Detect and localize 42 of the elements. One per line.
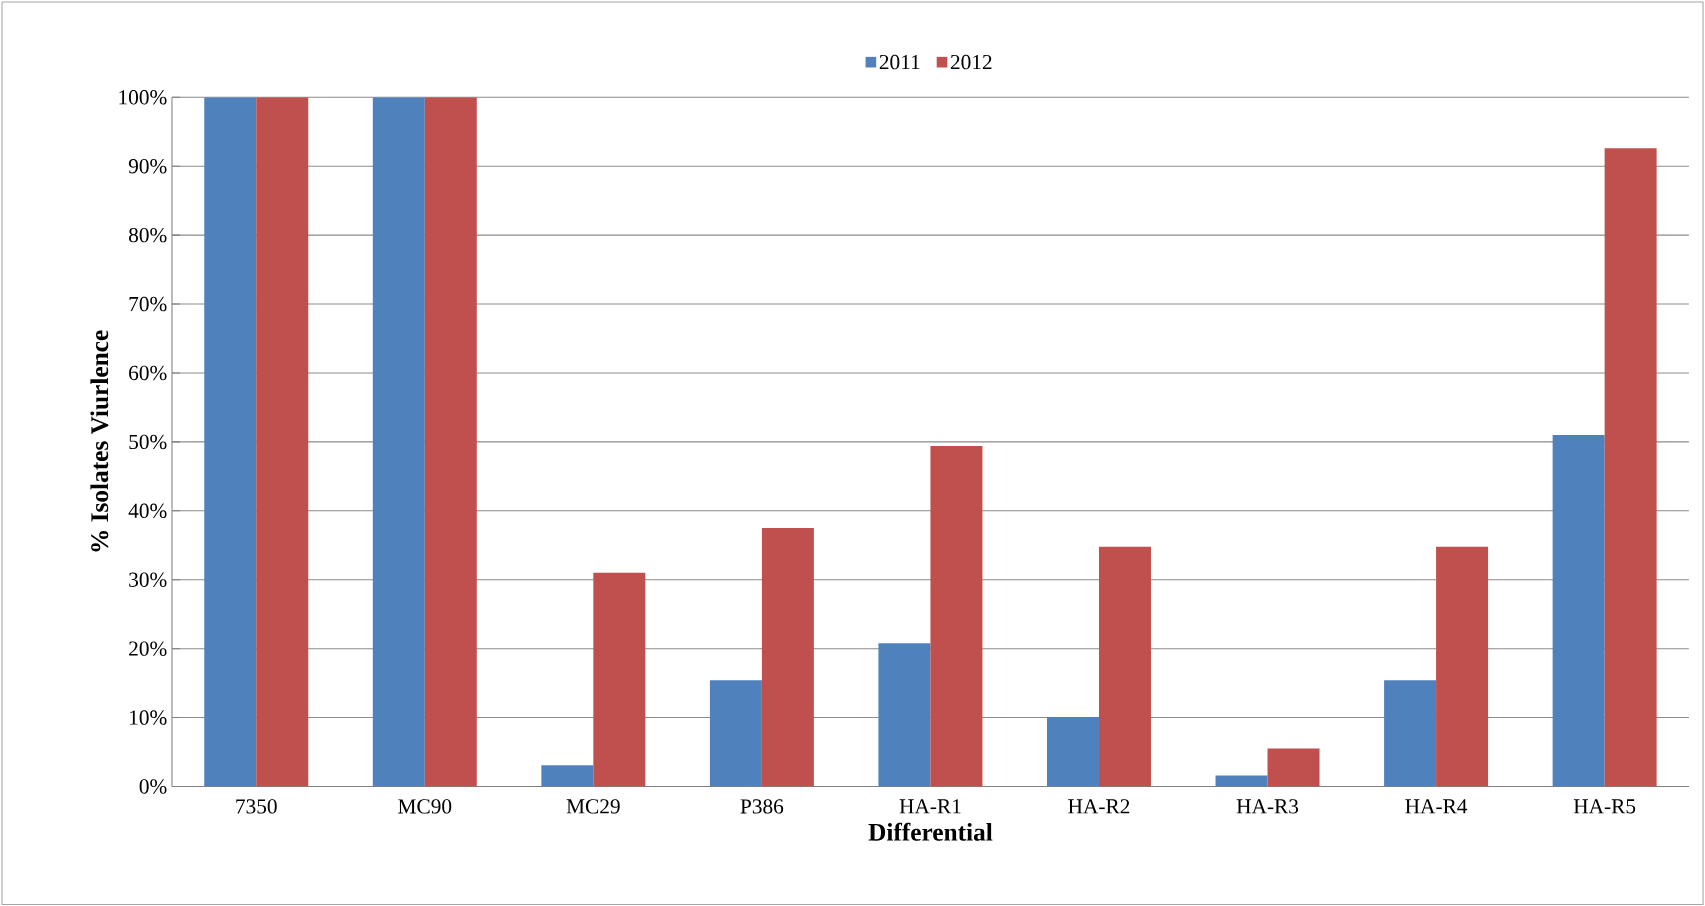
y-tick-label: 10% — [130, 710, 167, 725]
y-axis-title: % Isolates Viurlence — [90, 330, 109, 552]
x-tick-label: HA-R2 — [1068, 798, 1130, 814]
x-tick-label: MC90 — [398, 798, 452, 814]
y-tick-label: 70% — [129, 296, 167, 312]
legend-label: 2011 — [879, 54, 920, 69]
bar — [1552, 434, 1605, 787]
x-tick-label: 7350 — [236, 798, 277, 814]
y-tick-label: 80% — [128, 227, 167, 243]
x-tick-label: HA-R4 — [1405, 798, 1468, 814]
x-tick-label: P386 — [740, 798, 784, 814]
y-tick-label: 50% — [129, 434, 167, 449]
bar — [204, 97, 257, 787]
y-tick-label: 40% — [128, 503, 167, 518]
y-tick-label: 100% — [119, 89, 167, 105]
bar — [541, 764, 594, 787]
bar — [1436, 546, 1489, 787]
bar — [1384, 680, 1437, 787]
x-tick-label: HA-R1 — [899, 798, 961, 814]
y-tick-label: 60% — [129, 365, 167, 380]
x-tick-label: HA-R3 — [1236, 798, 1299, 814]
bar — [256, 97, 309, 787]
bar — [424, 97, 477, 787]
y-tick-label: 0% — [139, 779, 167, 794]
x-tick-label: HA-R5 — [1573, 798, 1636, 814]
bar — [761, 527, 814, 787]
legend-label: 2012 — [950, 54, 992, 69]
bar — [1098, 546, 1151, 787]
bar — [1215, 775, 1268, 787]
bar — [878, 642, 931, 787]
x-tick-label: MC29 — [566, 798, 620, 814]
bar — [1604, 148, 1657, 787]
x-axis-title: Differential — [868, 822, 993, 841]
bar — [709, 680, 762, 787]
y-tick-label: 90% — [128, 158, 167, 174]
y-tick-label: 20% — [129, 641, 167, 656]
bar — [1046, 716, 1099, 787]
bar — [1267, 748, 1320, 787]
y-tick-label: 30% — [129, 572, 167, 587]
bar — [593, 572, 646, 787]
bar — [930, 445, 983, 787]
bar — [372, 97, 425, 787]
